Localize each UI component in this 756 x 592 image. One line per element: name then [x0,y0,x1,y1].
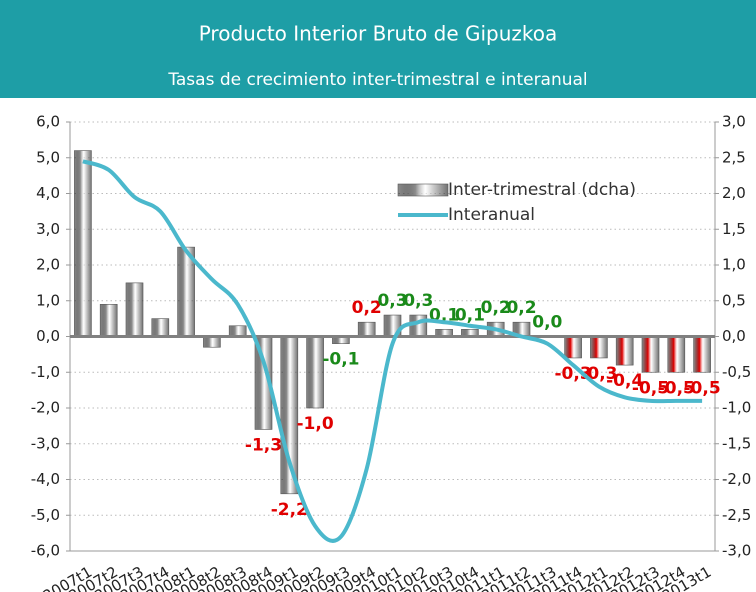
value-label: 0,0 [532,313,562,333]
line [82,159,703,543]
y2-tick-label: 0,0 [722,327,746,345]
y-tick-label: -5,0 [31,506,60,524]
y2-tick-label: 1,5 [722,220,746,238]
y2-tick-label: 0,5 [722,291,746,309]
value-label: -0,5 [658,378,695,398]
legend-label: Interanual [448,205,535,225]
y2-tick-label: -3,0 [722,542,751,560]
bar [409,314,428,337]
bar [357,321,376,337]
value-label: -1,3 [245,435,282,455]
y2-tick-label: 1,0 [722,256,746,274]
bar [151,318,170,337]
value-label: 0,2 [506,298,536,318]
y2-tick-label: 3,0 [722,113,746,131]
value-label: -1,0 [297,414,334,434]
chart-title: Producto Interior Bruto de Gipuzkoa [199,22,558,46]
chart-subtitle: Tasas de crecimiento inter-trimestral e … [167,70,587,90]
value-label: -0,4 [606,371,643,391]
value-label: 0,2 [481,298,511,318]
bar [590,336,608,359]
y2-tick-label: 2,0 [722,184,746,202]
y2-tick-label: -2,0 [722,470,751,488]
legend-swatch [397,183,449,197]
bar [125,282,144,337]
y-tick-label: 1,0 [36,291,60,309]
y2-tick-label: -0,5 [722,363,751,381]
y-tick-label: -1,0 [31,363,60,381]
bar [693,336,711,373]
header-band [0,0,756,98]
y-tick-label: -3,0 [31,434,60,452]
y2-tick-label: -1,0 [722,399,751,417]
bar [74,150,92,337]
value-label: -0,1 [322,350,359,370]
value-label: -0,5 [684,378,721,398]
value-label: 0,2 [352,298,382,318]
value-label: -0,3 [555,364,592,384]
y2-tick-label: 2,5 [722,148,746,166]
value-label: -0,5 [632,378,669,398]
y-tick-label: 4,0 [36,184,60,202]
y-tick-label: -2,0 [31,399,60,417]
y-tick-label: 5,0 [36,148,60,166]
value-label: 0,3 [403,291,433,311]
bar [280,336,299,495]
y-tick-label: -4,0 [31,470,60,488]
bar [641,336,660,373]
y-tick-label: 6,0 [36,113,60,131]
y2-tick-label: -1,5 [722,434,751,452]
y-tick-label: 0,0 [36,327,60,345]
y-tick-label: 3,0 [36,220,60,238]
y-tick-label: 2,0 [36,256,60,274]
bar [228,325,247,337]
value-label: 0,3 [377,291,407,311]
bar [667,336,686,373]
legend-label: Inter-trimestral (dcha) [448,180,636,200]
y-tick-label: -6,0 [31,542,60,560]
value-label: 0,1 [455,305,485,325]
y2-tick-label: -2,5 [722,506,751,524]
bar [615,336,634,366]
bar [306,336,324,409]
bar [564,336,582,359]
value-label: -2,2 [271,500,308,520]
bar [203,336,221,348]
bar [99,304,118,337]
